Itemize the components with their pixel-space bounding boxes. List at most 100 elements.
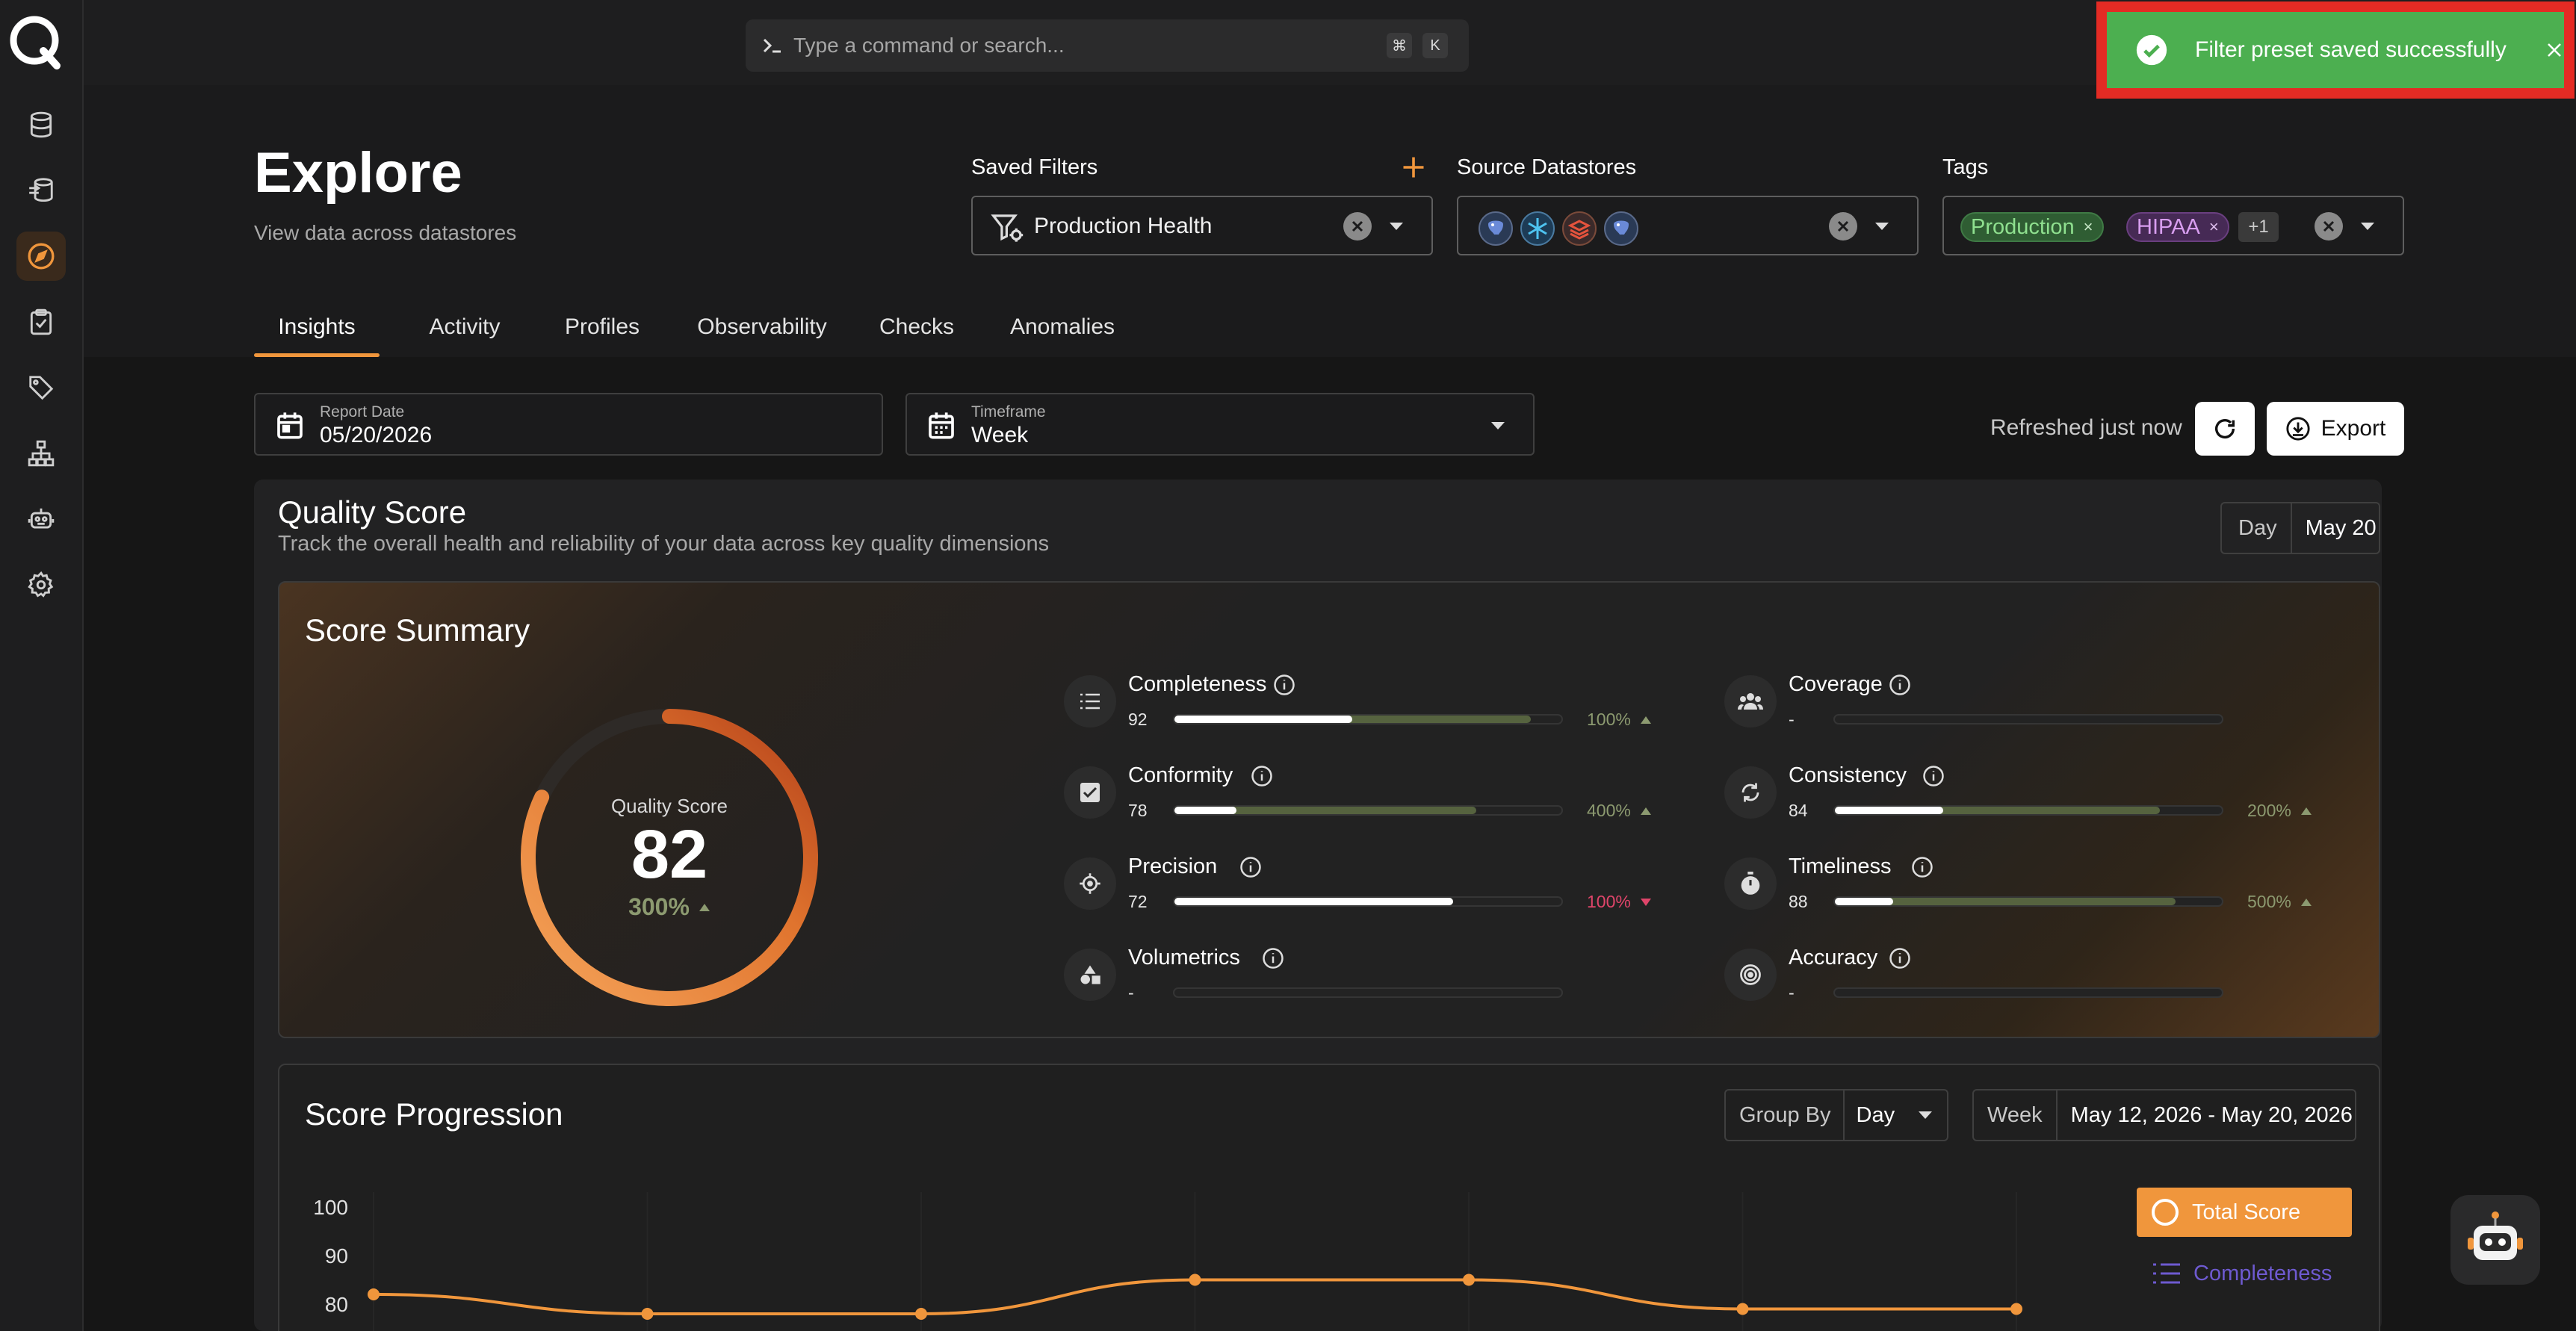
- data-point[interactable]: [915, 1308, 927, 1320]
- stopwatch-icon: [1724, 857, 1777, 910]
- period-label: Day: [2238, 515, 2277, 540]
- date-range-selector[interactable]: Week May 12, 2026 - May 20, 2026: [1972, 1089, 2356, 1141]
- gauge-label: Quality Score: [610, 795, 728, 817]
- tab-observability[interactable]: Observability: [681, 297, 843, 357]
- compass-icon[interactable]: [16, 232, 66, 281]
- info-icon[interactable]: [1239, 856, 1262, 878]
- tab-profiles[interactable]: Profiles: [542, 297, 662, 357]
- calendar-icon: [926, 409, 956, 441]
- tab-insights[interactable]: Insights: [254, 297, 380, 357]
- chevron-down-icon[interactable]: [2359, 221, 2376, 232]
- timeframe-select[interactable]: Timeframe Week: [905, 393, 1535, 456]
- dimension-change: 500%: [2247, 892, 2312, 912]
- tab-label: Anomalies: [1009, 314, 1115, 339]
- add-filter-plus-icon[interactable]: [1400, 154, 1427, 181]
- hierarchy-icon[interactable]: [16, 429, 66, 478]
- divider: [1842, 1089, 1845, 1141]
- dimension-name: Volumetrics: [1128, 946, 1240, 969]
- dimension-change: 200%: [2247, 801, 2312, 821]
- calendar-icon: [275, 409, 305, 441]
- chevron-down-icon[interactable]: [1490, 421, 1506, 431]
- legend-completeness[interactable]: Completeness: [2137, 1249, 2352, 1298]
- dimension-precision: Precision 72 100%: [1064, 854, 1706, 929]
- filter-settings-icon: [991, 212, 1025, 243]
- trend-down-icon: [1640, 898, 1651, 906]
- y-tick-label: 90: [325, 1244, 348, 1268]
- info-icon[interactable]: [1922, 765, 1945, 787]
- download-icon: [2286, 417, 2310, 441]
- divider: [2055, 1089, 2058, 1141]
- info-icon[interactable]: [1889, 947, 1911, 969]
- tag-chip-hipaa[interactable]: HIPAA ×: [2126, 212, 2229, 242]
- robot-icon[interactable]: [16, 494, 66, 544]
- assistant-bot-button[interactable]: [2450, 1195, 2540, 1285]
- chevron-down-icon[interactable]: [1917, 1110, 1933, 1120]
- score-progression-title: Score Progression: [305, 1096, 563, 1132]
- source-datastores-select[interactable]: [1457, 196, 1919, 255]
- data-point[interactable]: [1463, 1273, 1475, 1286]
- dimension-score: 84: [1789, 801, 1808, 820]
- group-by-label: Group By: [1739, 1102, 1831, 1127]
- circle-icon: [2152, 1199, 2179, 1226]
- tag-chip-production[interactable]: Production ×: [1960, 212, 2104, 242]
- database-icon[interactable]: [16, 100, 66, 149]
- report-date-picker[interactable]: Report Date 05/20/2026: [254, 393, 883, 456]
- sync-icon: [1724, 766, 1777, 819]
- source-datastores-label: Source Datastores: [1457, 155, 1637, 179]
- tab-checks[interactable]: Checks: [868, 297, 965, 357]
- group-by-select[interactable]: Group By Day: [1724, 1089, 1948, 1141]
- dimension-score: 72: [1128, 892, 1148, 911]
- list-icon: [2153, 1263, 2180, 1284]
- toast-message: Filter preset saved successfully: [2195, 37, 2507, 62]
- remove-tag-icon[interactable]: ×: [2083, 217, 2093, 236]
- info-icon[interactable]: [1889, 674, 1911, 696]
- app-logo[interactable]: [7, 12, 64, 73]
- clear-icon[interactable]: [1343, 212, 1372, 241]
- dimension-bar-track: [1833, 805, 2223, 816]
- clear-icon[interactable]: [1829, 212, 1857, 241]
- quality-score-gauge: [521, 709, 818, 1006]
- data-point[interactable]: [1736, 1303, 1749, 1315]
- dimension-bar-trend: [1835, 807, 2161, 814]
- legend-label: Completeness: [2193, 1261, 2332, 1285]
- info-icon[interactable]: [1262, 947, 1284, 969]
- dimension-change: 100%: [1587, 892, 1652, 912]
- data-point[interactable]: [368, 1288, 380, 1300]
- tags-more-badge[interactable]: +1: [2238, 212, 2279, 242]
- tab-label: Checks: [879, 314, 955, 339]
- info-icon[interactable]: [1273, 674, 1295, 696]
- data-point[interactable]: [641, 1308, 654, 1320]
- tags-select[interactable]: Production × HIPAA × +1: [1942, 196, 2404, 255]
- clear-icon[interactable]: [2315, 212, 2343, 241]
- clipboard-check-icon[interactable]: [16, 297, 66, 347]
- legend-total-score[interactable]: Total Score: [2137, 1188, 2352, 1237]
- saved-filter-select[interactable]: Production Health: [971, 196, 1433, 255]
- tag-icon[interactable]: [16, 363, 66, 412]
- data-point[interactable]: [1189, 1273, 1201, 1286]
- dimension-change-value: 100%: [1587, 892, 1631, 911]
- tab-activity[interactable]: Activity: [405, 297, 524, 357]
- gear-icon[interactable]: [16, 560, 66, 609]
- crosshair-icon: [1064, 857, 1116, 910]
- command-search-bar[interactable]: Type a command or search... ⌘ K: [746, 19, 1469, 72]
- info-icon[interactable]: [1911, 856, 1933, 878]
- tab-anomalies[interactable]: Anomalies: [988, 297, 1137, 357]
- dimension-timeliness: Timeliness 88 500%: [1724, 854, 2367, 929]
- chevron-down-icon[interactable]: [1874, 221, 1890, 232]
- dimension-change-value: 400%: [1587, 801, 1631, 820]
- page-title: Explore: [254, 141, 462, 205]
- chevron-down-icon[interactable]: [1388, 221, 1405, 232]
- dimension-bar-fill: [1174, 898, 1453, 905]
- report-date-value: 05/20/2026: [320, 423, 433, 447]
- data-point[interactable]: [2010, 1303, 2022, 1315]
- date-range-label: Week: [1987, 1102, 2043, 1127]
- close-icon[interactable]: [2545, 41, 2563, 59]
- dimension-bar-fill: [1835, 898, 1893, 905]
- datastore-flow-icon[interactable]: [16, 166, 66, 215]
- refresh-button[interactable]: [2195, 402, 2255, 456]
- info-icon[interactable]: [1251, 765, 1273, 787]
- remove-tag-icon[interactable]: ×: [2208, 217, 2219, 236]
- period-selector[interactable]: Day May 20: [2220, 502, 2380, 554]
- export-button[interactable]: Export: [2267, 402, 2404, 456]
